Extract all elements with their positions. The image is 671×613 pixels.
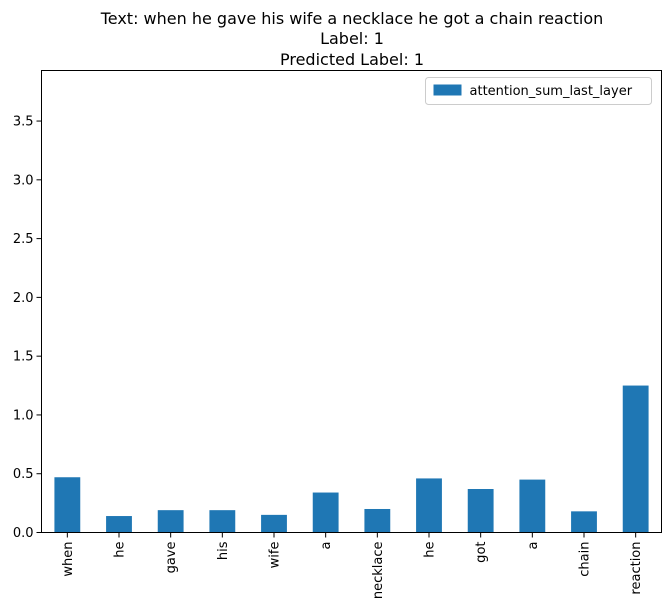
y-tick-label: 0.0 xyxy=(13,526,34,541)
y-tick-label: 3.5 xyxy=(13,115,34,130)
x-axis: when he gave his wife a necklace he got a chain rea… xyxy=(61,532,644,600)
legend-box xyxy=(425,77,652,105)
plot-frame xyxy=(41,70,662,533)
bar-wife xyxy=(261,514,287,533)
bar-gave xyxy=(157,510,184,533)
y-tick-label: 3.0 xyxy=(13,173,34,188)
bar-series xyxy=(54,385,649,533)
y-tick-label: 1.5 xyxy=(13,350,34,365)
x-tick-label: he xyxy=(423,542,438,558)
x-tick-label: gave xyxy=(164,542,179,574)
x-tick-label: got xyxy=(474,542,489,563)
x-tick-label: when xyxy=(61,542,76,577)
bar-his xyxy=(209,510,236,533)
y-axis: 0.0 0.5 1.0 1.5 2.0 2.5 3.0 3.5 xyxy=(13,115,42,541)
title-line-3: Predicted Label: 1 xyxy=(280,50,424,69)
x-tick-label: a xyxy=(526,542,541,550)
x-tick-label: he xyxy=(113,542,128,558)
legend: attention_sum_last_layer xyxy=(425,77,652,105)
bar-chain xyxy=(571,511,597,533)
bar-when xyxy=(54,477,81,533)
x-tick-label: reaction xyxy=(629,542,644,595)
legend-label: attention_sum_last_layer xyxy=(470,84,633,99)
chart-title: Text: when he gave his wife a necklace h… xyxy=(100,9,604,69)
x-tick-label: wife xyxy=(268,542,283,569)
bar-he xyxy=(106,516,132,533)
bar-got xyxy=(467,489,494,533)
title-line-1: Text: when he gave his wife a necklace h… xyxy=(100,9,604,28)
x-tick-label: chain xyxy=(578,542,593,577)
bar-necklace xyxy=(364,508,391,533)
bar-reaction xyxy=(622,385,649,533)
x-tick-label: necklace xyxy=(371,542,386,600)
title-line-2: Label: 1 xyxy=(320,29,384,48)
bar-a xyxy=(312,492,339,533)
bar-a xyxy=(519,479,546,533)
x-tick-label: his xyxy=(216,541,231,560)
y-tick-label: 2.5 xyxy=(13,232,34,247)
y-tick-label: 0.5 xyxy=(13,467,34,482)
legend-swatch xyxy=(433,84,462,96)
x-tick-label: a xyxy=(319,542,334,550)
y-tick-label: 1.0 xyxy=(13,408,34,423)
y-tick-label: 2.0 xyxy=(13,291,34,306)
bar-he xyxy=(416,478,442,533)
